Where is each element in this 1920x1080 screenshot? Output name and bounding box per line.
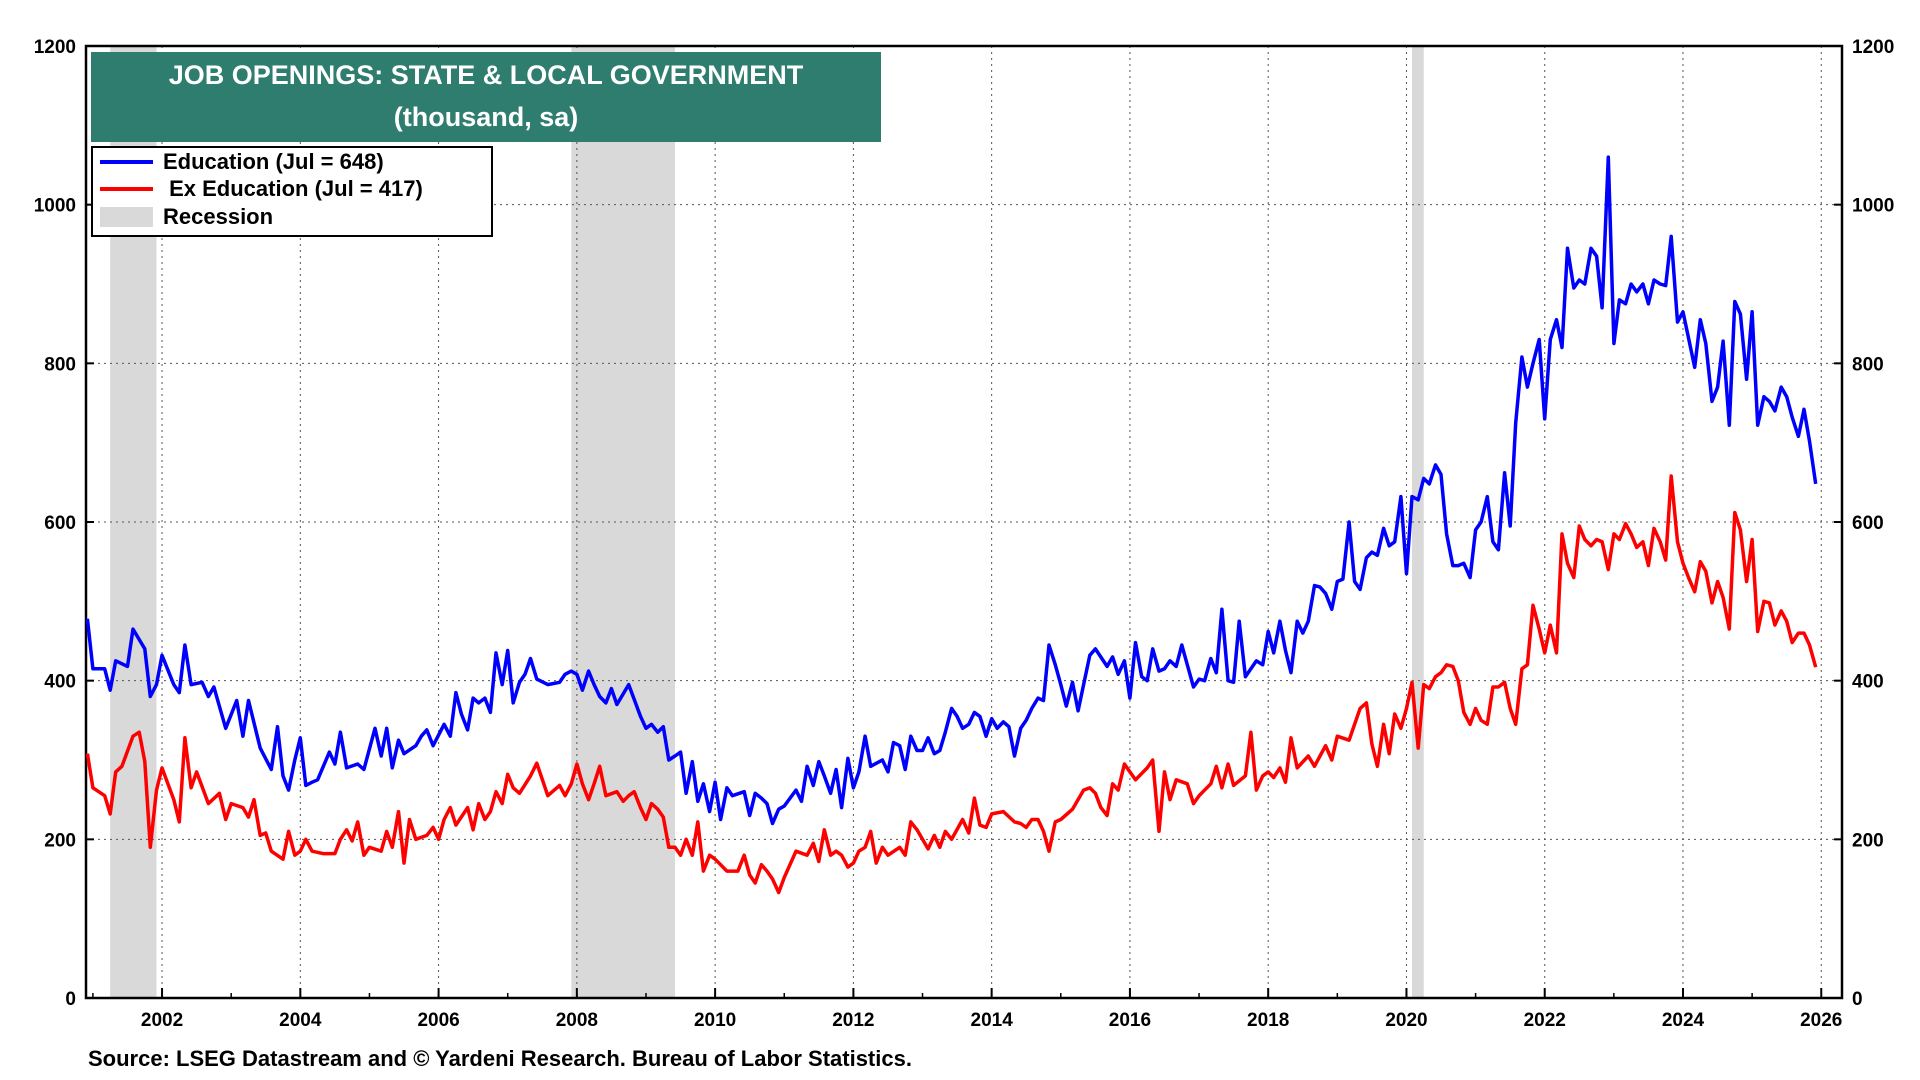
y-tick-label-right: 1200 [1852,37,1894,58]
axis-ticks: 0 0 200 200 400 400 600 600 800 800 1000 1000 1200 12… [34,37,1895,1031]
legend-label-ex-education: Ex Education (Jul = 417) [163,176,423,201]
x-tick-label: 2022 [1524,1010,1566,1031]
recession-band [1411,46,1424,998]
chart-subtitle: (thousand, sa) [394,102,579,132]
recession-band [571,46,676,998]
legend-label-recession: Recession [163,204,273,229]
source-note: Source: LSEG Datastream and © Yardeni Re… [88,1046,912,1071]
legend: Education (Jul = 648) Ex Education (Jul … [91,146,493,237]
y-tick-label-left: 0 [65,989,76,1010]
y-tick-label-right: 200 [1852,830,1884,851]
x-tick-label: 2020 [1385,1010,1427,1031]
title-box: JOB OPENINGS: STATE & LOCAL GOVERNMENT (… [91,52,881,142]
y-tick-label-right: 1000 [1852,196,1894,217]
x-tick-label: 2006 [417,1010,459,1031]
x-tick-label: 2014 [971,1010,1014,1031]
chart-title: JOB OPENINGS: STATE & LOCAL GOVERNMENT [169,60,804,90]
y-tick-label-right: 400 [1852,672,1884,693]
series-line-ex-education [85,474,1818,895]
x-tick-label: 2004 [279,1010,322,1031]
series-line-education [85,155,1818,826]
x-tick-label: 2002 [141,1010,183,1031]
x-tick-label: 2008 [556,1010,598,1031]
y-tick-label-right: 0 [1852,989,1863,1010]
y-tick-label-left: 600 [44,513,76,534]
x-tick-label: 2016 [1109,1010,1151,1031]
title-background [91,52,881,142]
y-tick-label-left: 200 [44,830,76,851]
y-tick-label-left: 400 [44,672,76,693]
y-tick-label-left: 1000 [34,196,76,217]
y-tick-label-right: 800 [1852,354,1884,375]
y-tick-label-left: 800 [44,354,76,375]
y-tick-label-right: 600 [1852,513,1884,534]
legend-box [91,146,493,237]
x-tick-label: 2010 [694,1010,736,1031]
x-tick-label: 2026 [1800,1010,1842,1031]
x-tick-label: 2024 [1662,1010,1705,1031]
series-lines [85,155,1818,895]
x-tick-label: 2012 [832,1010,874,1031]
x-tick-label: 2018 [1247,1010,1289,1031]
legend-label-education: Education (Jul = 648) [163,149,384,174]
legend-swatch-recession [100,207,153,227]
y-tick-label-left: 1200 [34,37,76,58]
